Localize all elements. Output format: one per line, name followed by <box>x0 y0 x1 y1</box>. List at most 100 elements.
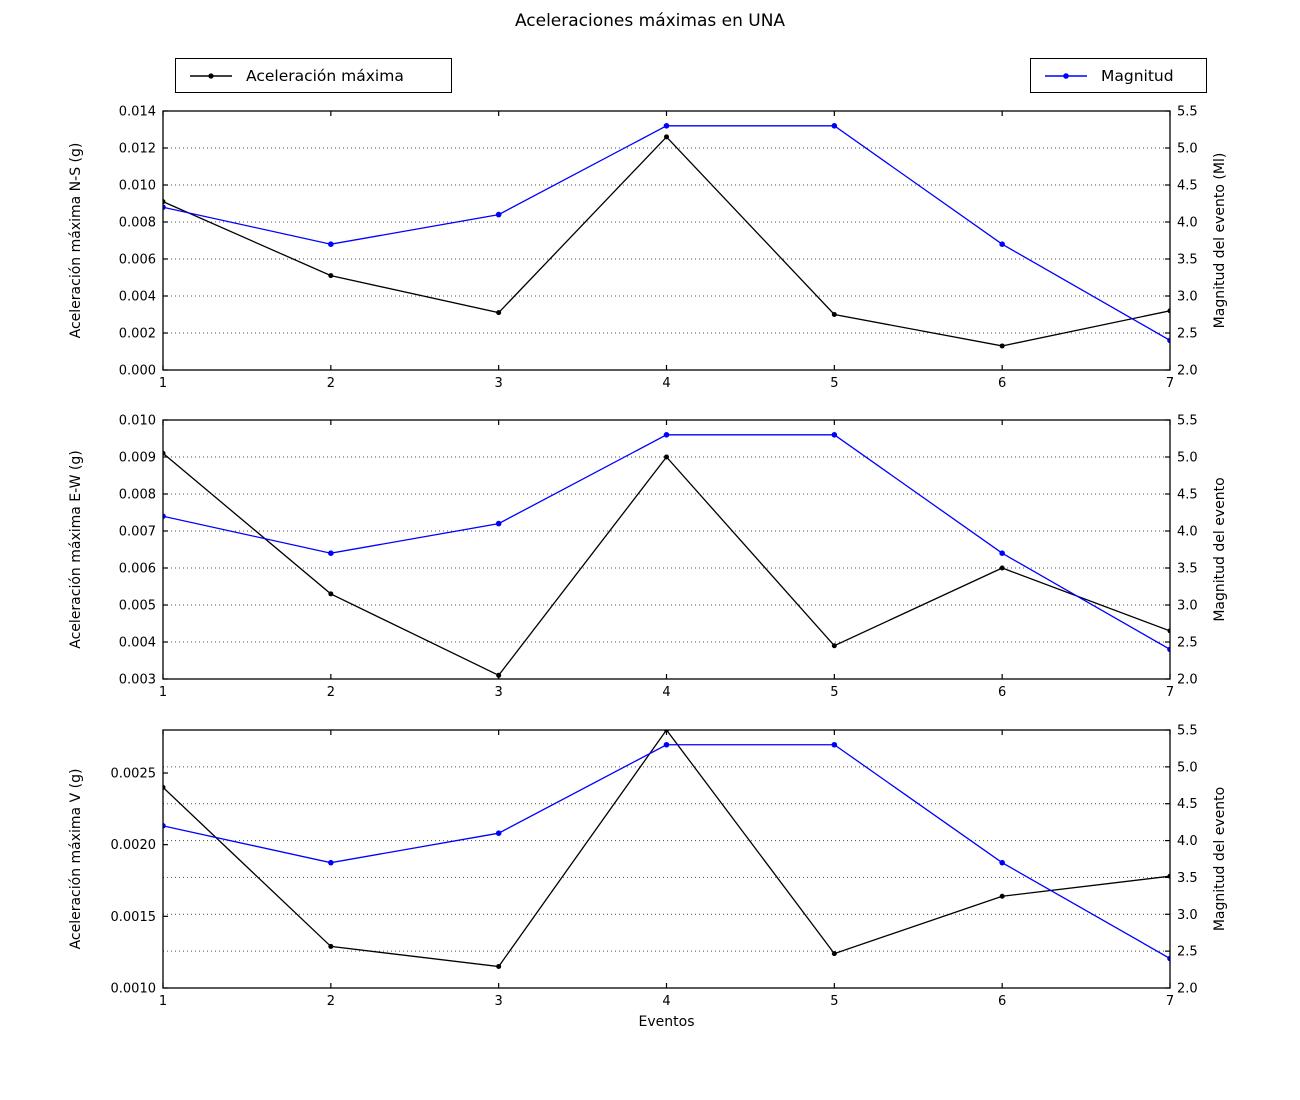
y-tick-label-right: 5.5 <box>1177 105 1198 120</box>
y-tick-label-right: 5.0 <box>1177 760 1198 775</box>
legend-acceleration: Aceleración máxima <box>175 58 452 93</box>
data-point-marker <box>163 823 166 829</box>
legend-line-sample-blue-icon <box>1045 72 1087 79</box>
x-tick-label: 6 <box>998 994 1006 1009</box>
y-tick-label-left: 0.007 <box>119 525 156 540</box>
data-point-marker <box>328 550 334 556</box>
y-tick-label-left: 0.0015 <box>111 910 157 925</box>
y-axis-label-left: Aceleración máxima E-W (g) <box>68 450 84 648</box>
data-point-marker <box>1167 337 1170 344</box>
y-tick-label-left: 0.004 <box>119 290 156 305</box>
y-tick-label-right: 4.0 <box>1177 216 1198 231</box>
data-point-marker <box>999 859 1005 866</box>
x-tick-label: 3 <box>495 685 503 700</box>
data-point-marker <box>831 643 837 649</box>
series-line <box>163 452 1170 677</box>
x-tick-label: 5 <box>830 376 838 391</box>
y-axis-label-left: Aceleración máxima N-S (g) <box>68 143 84 339</box>
data-point-marker <box>831 951 837 957</box>
data-point-marker <box>664 454 669 460</box>
series-magnitud <box>163 432 1170 653</box>
data-point-marker <box>1167 955 1170 962</box>
data-point-marker <box>495 211 502 218</box>
y-tick-label-right: 4.5 <box>1177 488 1198 503</box>
data-point-marker <box>999 343 1005 349</box>
data-point-marker <box>495 830 502 836</box>
series-line <box>163 434 1170 650</box>
y-tick-label-right: 2.0 <box>1177 673 1198 688</box>
y-tick-label-right: 2.0 <box>1177 982 1198 997</box>
legend-acceleration-label: Aceleración máxima <box>246 66 404 85</box>
y-tick-label-left: 0.004 <box>119 636 156 651</box>
y-axis-label-right: Magnitud del evento (Ml) <box>1212 153 1228 329</box>
series-line <box>163 135 1170 347</box>
series-line <box>163 744 1170 960</box>
y-tick-label-right: 4.0 <box>1177 834 1198 849</box>
x-tick-label: 4 <box>662 685 670 700</box>
y-tick-label-right: 2.0 <box>1177 364 1198 379</box>
y-tick-label-left: 0.006 <box>119 562 156 577</box>
y-tick-label-left: 0.010 <box>119 414 156 429</box>
y-tick-label-right: 4.0 <box>1177 525 1198 540</box>
y-tick-label-right: 2.5 <box>1177 636 1198 651</box>
y-tick-label-right: 4.5 <box>1177 179 1198 194</box>
series-aceleracion <box>163 134 1170 349</box>
legend-line-sample-black-icon <box>190 72 232 79</box>
data-point-marker <box>831 432 838 438</box>
y-tick-label-left: 0.008 <box>119 216 156 231</box>
y-tick-label-left: 0.009 <box>119 451 156 466</box>
y-tick-label-left: 0.005 <box>119 599 156 614</box>
y-tick-label-right: 4.5 <box>1177 797 1198 812</box>
data-point-marker <box>496 310 502 316</box>
y-tick-label-left: 0.008 <box>119 488 156 503</box>
data-point-marker <box>831 312 837 317</box>
y-tick-label-left: 0.010 <box>119 179 156 194</box>
y-tick-label-right: 3.5 <box>1177 253 1198 268</box>
legend-magnitude: Magnitud <box>1030 58 1207 93</box>
x-tick-label: 2 <box>327 376 335 391</box>
y-axis-label-right: Magnitud del evento <box>1212 477 1228 621</box>
x-tick-label: 5 <box>830 994 838 1009</box>
y-tick-label-right: 5.0 <box>1177 142 1198 157</box>
y-tick-label-right: 3.5 <box>1177 871 1198 886</box>
x-tick-label: 4 <box>662 376 670 391</box>
y-tick-label-right: 3.5 <box>1177 562 1198 577</box>
data-point-marker <box>999 565 1005 571</box>
x-tick-label: 6 <box>998 685 1006 700</box>
y-tick-label-right: 3.0 <box>1177 908 1198 923</box>
y-axis-label-left: Aceleración máxima V (g) <box>68 769 84 950</box>
y-tick-label-left: 0.000 <box>119 364 156 379</box>
data-point-marker <box>999 241 1005 247</box>
subplot-2: 1 2 3 4 5 6 7 0.003 0.004 0.005 0.006 0.007 0.008 0.0… <box>68 414 1228 701</box>
y-tick-label-left: 0.0025 <box>111 767 157 782</box>
y-tick-label-right: 5.0 <box>1177 451 1198 466</box>
x-tick-label: 4 <box>662 994 670 1009</box>
series-aceleracion <box>163 730 1170 969</box>
y-tick-label-left: 0.012 <box>119 142 156 157</box>
subplot-1: 1 2 3 4 5 6 7 0.000 0.002 0.004 0.006 0.008 0.010 0.0… <box>68 105 1228 392</box>
data-point-marker <box>831 123 838 129</box>
data-point-marker <box>663 432 670 438</box>
data-point-marker <box>495 520 502 527</box>
y-tick-label-right: 2.5 <box>1177 327 1198 342</box>
y-tick-label-right: 3.0 <box>1177 599 1198 614</box>
x-tick-label: 7 <box>1166 994 1174 1009</box>
series-line <box>163 125 1170 341</box>
y-axis-label-right: Magnitud del evento <box>1212 787 1228 931</box>
series-line <box>163 730 1170 968</box>
x-tick-label: 3 <box>495 376 503 391</box>
data-point-marker <box>831 741 838 748</box>
data-point-marker <box>999 893 1005 899</box>
x-tick-label: 3 <box>495 994 503 1009</box>
data-point-marker <box>163 513 166 519</box>
data-point-marker <box>163 204 166 210</box>
series-magnitud <box>163 123 1170 344</box>
y-tick-label-left: 0.0010 <box>111 982 157 997</box>
x-tick-label: 1 <box>159 994 167 1009</box>
y-tick-label-left: 0.002 <box>119 327 156 342</box>
data-point-marker <box>496 964 502 969</box>
x-tick-label: 2 <box>327 994 335 1009</box>
y-tick-label-right: 2.5 <box>1177 945 1198 960</box>
